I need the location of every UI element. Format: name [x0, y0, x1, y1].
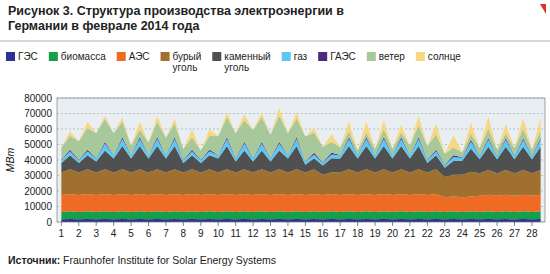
y-tick-label: 10000	[24, 201, 52, 212]
x-tick-label: 15	[300, 228, 312, 239]
legend-swatch	[282, 52, 291, 61]
legend-swatch	[212, 52, 221, 61]
legend-label: биомасса	[61, 51, 106, 62]
legend-label: бурыйуголь	[173, 51, 202, 73]
x-tick-label: 21	[404, 228, 416, 239]
y-tick-label: 60000	[24, 124, 52, 135]
x-tick-label: 8	[181, 228, 187, 239]
x-tick-label: 3	[93, 228, 99, 239]
x-tick-label: 26	[492, 228, 504, 239]
x-tick-label: 28	[526, 228, 538, 239]
y-tick-label: 0	[46, 217, 52, 228]
x-tick-label: 17	[335, 228, 347, 239]
legend-swatch	[161, 52, 170, 61]
x-tick	[183, 222, 184, 226]
legend-label: ветер	[379, 51, 405, 62]
x-tick	[462, 222, 463, 226]
x-tick	[113, 222, 114, 226]
legend-label: солнце	[428, 51, 461, 62]
x-tick	[531, 222, 532, 226]
x-tick	[375, 222, 376, 226]
area	[61, 219, 540, 222]
y-tick-label: 20000	[24, 186, 52, 197]
x-tick-label: 1	[59, 228, 65, 239]
legend-swatch	[117, 52, 126, 61]
x-tick	[200, 222, 201, 226]
plot-background	[57, 98, 545, 222]
legend-swatch	[367, 52, 376, 61]
x-tick	[305, 222, 306, 226]
legend-label: каменныйуголь	[224, 51, 270, 73]
area	[61, 108, 540, 154]
x-tick	[444, 222, 445, 226]
title: Рисунок 3. Структура производства электр…	[8, 4, 344, 33]
x-tick	[392, 222, 393, 226]
areas	[61, 108, 540, 222]
x-tick-label: 6	[146, 228, 152, 239]
x-tick-label: 12	[248, 228, 260, 239]
x-tick-label: 24	[457, 228, 469, 239]
y-tick-label: 50000	[24, 139, 52, 150]
x-tick	[497, 222, 498, 226]
x-tick	[96, 222, 97, 226]
x-tick-label: 14	[282, 228, 294, 239]
x-tick	[427, 222, 428, 226]
x-tick-label: 5	[128, 228, 134, 239]
grid-line	[57, 113, 545, 114]
x-tick	[253, 222, 254, 226]
x-tick-label: 11	[230, 228, 241, 239]
x-tick	[409, 222, 410, 226]
corner-mark	[540, 4, 546, 14]
x-tick-label: 16	[317, 228, 329, 239]
x-tick	[287, 222, 288, 226]
y-tick-label: 80000	[24, 93, 52, 104]
x-tick-label: 13	[265, 228, 277, 239]
area	[61, 194, 540, 212]
x-tick-label: 2	[76, 228, 82, 239]
x-tick	[479, 222, 480, 226]
x-tick-label: 4	[111, 228, 117, 239]
x-tick-label: 20	[387, 228, 399, 239]
x-tick-label: 22	[422, 228, 434, 239]
chart: Рисунок 3. Структура производства электр…	[0, 0, 550, 274]
x-tick	[340, 222, 341, 226]
x-tick	[218, 222, 219, 226]
source: Источник: Fraunhofer Institute for Solar…	[8, 254, 276, 266]
x-tick-label: 27	[509, 228, 521, 239]
legend-label: ГЭС	[18, 51, 38, 62]
area	[61, 169, 540, 197]
x-tick-label: 7	[163, 228, 169, 239]
x-tick-label: 23	[439, 228, 451, 239]
legend-label: газ	[294, 51, 308, 62]
x-tick-label: 25	[474, 228, 486, 239]
plot-frame	[57, 98, 545, 222]
x-tick-label: 10	[213, 228, 225, 239]
x-tick	[78, 222, 79, 226]
legend-swatch	[49, 52, 58, 61]
legend-swatch	[6, 52, 15, 61]
y-tick-label: 30000	[24, 170, 52, 181]
x-tick	[61, 222, 62, 226]
legend-swatch	[416, 52, 425, 61]
title-rule	[0, 41, 550, 42]
x-tick-label: 19	[370, 228, 382, 239]
legend-label: АЭС	[129, 51, 150, 62]
legend-label: ГАЭС	[330, 51, 356, 62]
x-tick	[270, 222, 271, 226]
legend-swatch	[318, 52, 327, 61]
area	[61, 211, 540, 219]
x-tick	[148, 222, 149, 226]
x-tick	[165, 222, 166, 226]
y-tick-label: 70000	[24, 108, 52, 119]
x-tick	[131, 222, 132, 226]
x-tick	[514, 222, 515, 226]
x-tick-label: 18	[352, 228, 364, 239]
y-axis-label: МВт	[4, 148, 16, 173]
y-tick-label: 40000	[24, 155, 52, 166]
x-tick	[322, 222, 323, 226]
x-tick	[357, 222, 358, 226]
x-tick	[235, 222, 236, 226]
x-tick-label: 9	[198, 228, 204, 239]
